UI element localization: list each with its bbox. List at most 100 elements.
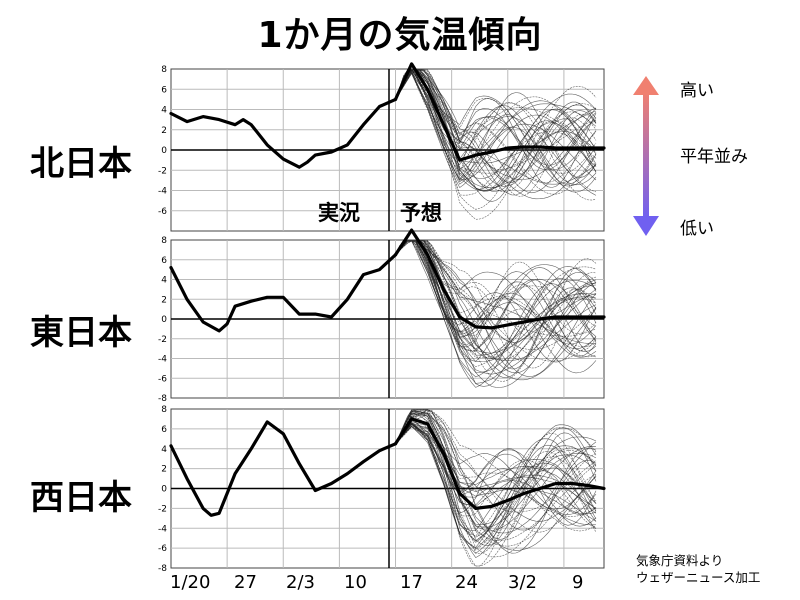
ensemble-member-line	[395, 240, 597, 338]
y-tick-label: 4	[161, 106, 167, 116]
ensemble-member-line	[395, 69, 597, 187]
y-tick-label: -4	[158, 524, 167, 534]
ensemble-member-line	[395, 411, 597, 558]
y-tick-label: -2	[158, 335, 167, 345]
ensemble-member-line	[395, 69, 597, 196]
x-tick-label: 3/2	[508, 572, 537, 593]
forecast-mean-line	[393, 62, 606, 162]
legend-high-label: 高い	[680, 81, 714, 101]
x-tick-label: 27	[234, 572, 257, 593]
y-tick-label: -6	[158, 374, 167, 384]
y-tick-label: 4	[161, 445, 167, 455]
region-label-east: 東日本	[30, 313, 132, 353]
ensemble-member-line	[395, 70, 597, 193]
y-tick-label: -4	[158, 187, 167, 197]
y-tick-label: -8	[158, 394, 167, 404]
y-tick-label: 2	[161, 126, 167, 136]
ensemble-member-line	[395, 70, 597, 188]
ensemble-member-line	[395, 240, 597, 352]
legend-normal-label: 平年並み	[680, 147, 748, 167]
ensemble-member-line	[395, 410, 597, 543]
ensemble-member-line	[395, 69, 597, 192]
y-tick-label: -2	[158, 166, 167, 176]
ensemble-member-line	[395, 240, 597, 358]
ensemble-member-line	[395, 240, 597, 328]
ensemble-member-line	[395, 240, 597, 381]
ensemble-member-line	[395, 69, 597, 170]
forecast-mean-line	[393, 228, 606, 330]
ensemble-member-line	[395, 240, 597, 352]
y-tick-label: 0	[161, 146, 167, 156]
ensemble-member-line	[395, 72, 597, 181]
ensemble-member-line	[395, 409, 597, 554]
ensemble-member-line	[395, 69, 597, 193]
ensemble-member-line	[395, 70, 597, 194]
ensemble-member-line	[395, 423, 597, 516]
y-tick-label: 0	[161, 485, 167, 495]
ensemble-member-line	[395, 426, 597, 532]
ensemble-member-line	[395, 69, 597, 202]
phase-label-forecast: 予想	[400, 201, 442, 225]
x-tick-label: 1/20	[170, 572, 211, 593]
ensemble-member-line	[395, 240, 597, 337]
ensemble-member-line	[395, 69, 597, 171]
y-tick-label: -8	[158, 564, 167, 574]
phase-label-observed: 実況	[318, 201, 360, 225]
region-label-north: 北日本	[30, 144, 132, 184]
x-tick-label: 10	[344, 572, 367, 593]
ensemble-member-line	[395, 240, 597, 362]
source-line: ウェザーニュース加工	[636, 570, 761, 585]
ensemble-member-line	[395, 69, 597, 171]
ensemble-member-line	[395, 423, 597, 531]
y-tick-label: 6	[161, 256, 167, 266]
ensemble-member-line	[395, 240, 597, 337]
ensemble-member-line	[395, 69, 597, 186]
y-tick-label: 2	[161, 465, 167, 475]
y-tick-label: -6	[158, 544, 167, 554]
ensemble-member-line	[395, 69, 597, 210]
legend-low-label: 低い	[680, 219, 714, 239]
ensemble-member-line	[395, 69, 597, 170]
ensemble-member-line	[395, 72, 597, 196]
forecast-mean-line	[393, 417, 606, 510]
x-tick-label: 24	[455, 572, 478, 593]
ensemble-member-line	[395, 69, 597, 179]
y-tick-label: 6	[161, 425, 167, 435]
ensemble-member-line	[395, 69, 597, 191]
ensemble-member-line	[395, 412, 597, 522]
ensemble-member-line	[395, 415, 597, 567]
ensemble-member-line	[395, 424, 597, 515]
y-tick-label: 0	[161, 315, 167, 325]
x-tick-label: 9	[572, 572, 584, 593]
y-tick-label: 8	[161, 236, 167, 246]
source-line: 気象庁資料より	[636, 553, 724, 568]
ensemble-member-line	[395, 240, 597, 369]
region-label-west: 西日本	[30, 478, 132, 518]
legend-arrow-icon	[633, 76, 659, 236]
y-tick-label: 8	[161, 65, 167, 75]
y-tick-label: -2	[158, 504, 167, 514]
ensemble-member-line	[395, 240, 597, 345]
ensemble-member-line	[395, 240, 597, 359]
ensemble-member-line	[395, 69, 597, 183]
ensemble-member-line	[395, 240, 597, 374]
source-note: 気象庁資料より ウェザーニュース加工	[636, 552, 760, 586]
ensemble-member-line	[395, 423, 597, 510]
ensemble-member-line	[395, 240, 597, 368]
ensemble-member-line	[395, 425, 597, 550]
chart-title: 1か月の気温傾向	[257, 15, 543, 56]
y-tick-label: 8	[161, 405, 167, 415]
ensemble-member-line	[395, 240, 597, 344]
y-tick-label: 2	[161, 295, 167, 305]
ensemble-member-line	[395, 240, 597, 377]
ensemble-member-line	[395, 240, 597, 384]
x-tick-label: 2/3	[286, 572, 315, 593]
ensemble-member-line	[395, 240, 597, 337]
ensemble-member-line	[395, 414, 597, 547]
x-tick-label: 17	[400, 572, 423, 593]
y-tick-label: 6	[161, 85, 167, 95]
observed-line	[169, 253, 398, 333]
ensemble-member-line	[395, 240, 597, 361]
y-tick-label: -4	[158, 355, 167, 365]
